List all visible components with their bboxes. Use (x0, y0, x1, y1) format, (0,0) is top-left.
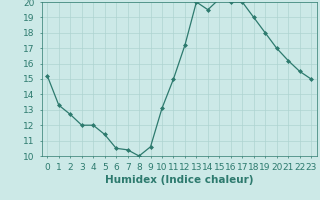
X-axis label: Humidex (Indice chaleur): Humidex (Indice chaleur) (105, 175, 253, 185)
